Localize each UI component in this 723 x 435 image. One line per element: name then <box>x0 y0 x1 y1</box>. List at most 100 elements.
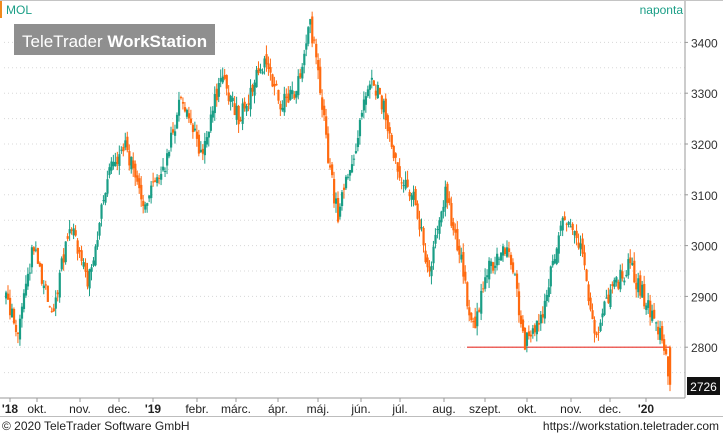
candle-body-down <box>663 339 666 351</box>
candle-body-up <box>291 90 294 95</box>
candle-body-up <box>58 272 61 298</box>
candle-body-up <box>297 76 300 96</box>
candle-body-down <box>128 151 131 166</box>
y-tick-label: 3300 <box>691 87 718 101</box>
candle-body-down <box>215 88 218 101</box>
candle-body-down <box>36 248 40 264</box>
candle-body-up <box>60 258 63 270</box>
candle-body-down <box>492 262 495 271</box>
candle-body-up <box>430 265 433 277</box>
candle-body-up <box>551 260 554 266</box>
candle-body-down <box>237 106 240 125</box>
candle-body-down <box>136 175 139 182</box>
candle-body-down <box>76 240 79 254</box>
candle-body-up <box>376 84 379 99</box>
x-tick-label: febr. <box>185 402 208 416</box>
candle-body-down <box>462 252 465 277</box>
candle-body-up <box>420 227 423 229</box>
candle-body-up <box>440 211 443 223</box>
x-tick-label: máj. <box>307 402 330 416</box>
candle-body-down <box>285 96 288 98</box>
y-tick-label: 3100 <box>691 189 718 203</box>
candle-body-down <box>565 223 568 225</box>
watermark-box <box>14 24 215 55</box>
x-tick-label: '20 <box>638 402 655 416</box>
candle-body-up <box>193 128 197 131</box>
candle-body-up <box>442 206 445 212</box>
x-tick-label: nov. <box>560 402 582 416</box>
candle-body-down <box>537 323 540 325</box>
candle-body-down <box>571 223 574 231</box>
candle-body-up <box>623 280 626 283</box>
candle-body-up <box>5 292 8 299</box>
candle-body-up <box>346 176 350 178</box>
candle-body-up <box>655 322 658 324</box>
candle-body-up <box>651 310 654 321</box>
overlay: MOL naponta TeleTrader WorkStation 2726 <box>6 3 720 395</box>
candle-body-down <box>418 219 421 230</box>
candle-body-up <box>68 229 71 234</box>
source-url-link[interactable]: https://workstation.teletrader.com <box>542 419 719 433</box>
candle-body-down <box>6 293 10 300</box>
candle-body-down <box>416 203 419 219</box>
candle-body-up <box>249 87 252 110</box>
candle-body-down <box>279 103 282 110</box>
candle-body-down <box>225 75 228 89</box>
candle-body-up <box>631 262 634 266</box>
candle-body-down <box>635 282 638 290</box>
candle-body-up <box>356 137 360 148</box>
candle-body-up <box>364 96 368 105</box>
candle-body-down <box>38 262 41 267</box>
period-label: naponta <box>640 3 684 17</box>
candle-body-down <box>450 203 453 226</box>
candle-body-down <box>607 294 610 303</box>
candle-body-down <box>327 133 330 163</box>
candle-body-up <box>573 231 576 236</box>
candle-body-down <box>633 260 636 283</box>
candle-body-down <box>342 187 346 190</box>
candle-body-up <box>42 285 45 289</box>
candle-body-up <box>203 141 207 156</box>
candle-body-down <box>428 266 431 272</box>
x-tick-label: '19 <box>145 402 162 416</box>
candle-body-down <box>643 283 646 307</box>
y-tick-label: 2800 <box>691 341 718 355</box>
candle-body-down <box>299 73 302 78</box>
candle-body-down <box>257 67 260 74</box>
candle-body-down <box>665 348 668 355</box>
candle-body-up <box>18 318 22 340</box>
candle-body-down <box>452 222 455 231</box>
candle-body-up <box>213 93 216 114</box>
candle-body-down <box>408 191 411 197</box>
candle-body-down <box>639 275 642 296</box>
candle-body-down <box>62 254 65 263</box>
x-tick-label: '18 <box>2 402 19 416</box>
candle-body-down <box>287 93 290 103</box>
candle-body-up <box>209 114 212 131</box>
candle-body-up <box>486 275 489 278</box>
candle-body-down <box>406 179 409 187</box>
candle-body-up <box>98 223 101 236</box>
candle-body-down <box>140 184 143 200</box>
candle-body-down <box>657 326 660 335</box>
candle-body-up <box>64 241 67 263</box>
candle-body-up <box>525 332 529 346</box>
candle-body-up <box>30 247 34 268</box>
candle-body-down <box>503 248 507 255</box>
candle-body-down <box>468 307 471 316</box>
candle-body-up <box>480 290 483 314</box>
candle-body-down <box>269 67 272 73</box>
candle-body-up <box>289 89 292 100</box>
candle-body-down <box>649 300 652 318</box>
candle-body-up <box>605 297 608 299</box>
candle-body-down <box>448 198 451 204</box>
candle-body-down <box>70 229 73 231</box>
symbol-label: MOL <box>6 3 32 17</box>
candle-body-down <box>396 162 399 172</box>
x-tick-label: ápr. <box>268 402 288 416</box>
candle-body-down <box>390 134 393 147</box>
candle-body-down <box>426 257 429 268</box>
candle-body-up <box>148 195 151 199</box>
